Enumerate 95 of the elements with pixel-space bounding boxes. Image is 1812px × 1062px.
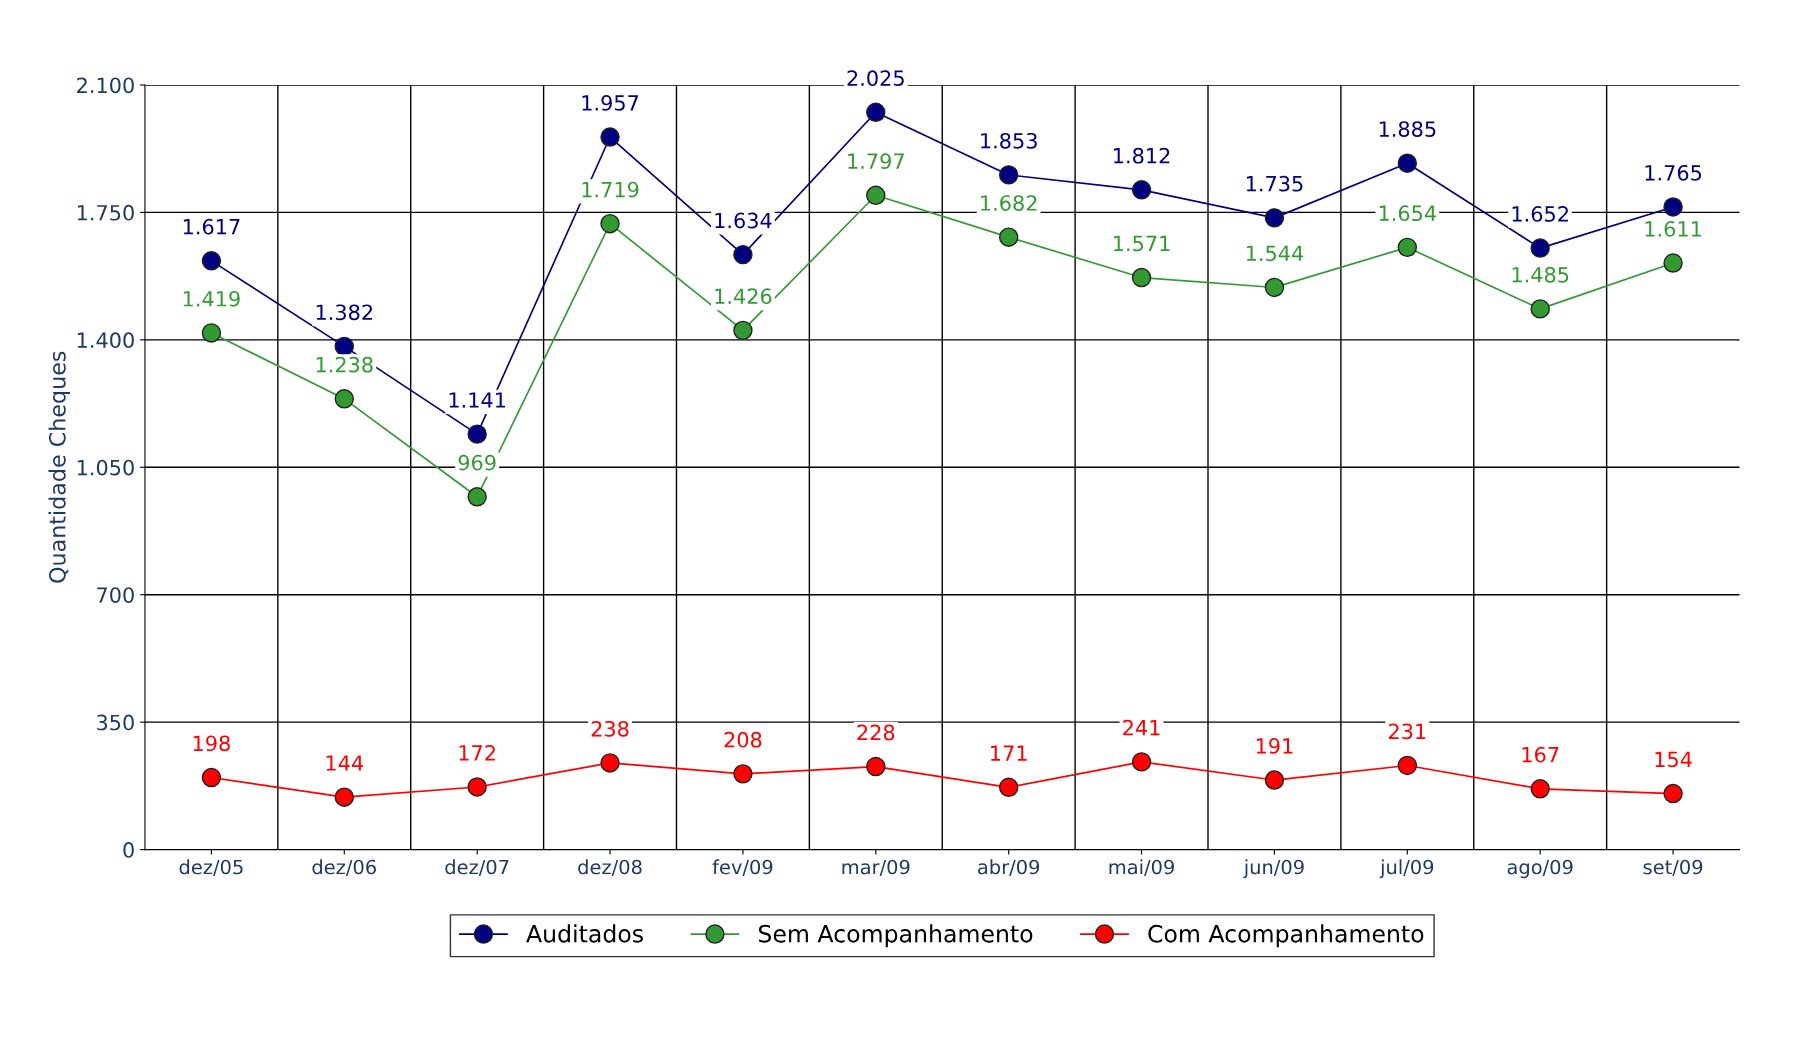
- point: [998, 227, 1019, 247]
- data-label: 231: [1388, 723, 1426, 740]
- point: [467, 777, 487, 797]
- point: [1131, 180, 1152, 200]
- data-label: 1.719: [582, 181, 639, 198]
- point: [334, 787, 355, 807]
- point: [733, 764, 753, 784]
- data-label: 241: [1123, 719, 1160, 736]
- data-label: 1.812: [1114, 147, 1170, 164]
- data-label: 198: [193, 735, 230, 752]
- x-tick-label: dez/06: [312, 859, 376, 876]
- data-label: 1.571: [1114, 235, 1170, 252]
- data-label: 1.652: [1512, 206, 1568, 222]
- data-label: 1.797: [848, 153, 904, 170]
- data-label: 1.634: [715, 212, 772, 229]
- data-label: 191: [1256, 738, 1293, 754]
- x-tick-label: jul/09: [1379, 859, 1434, 879]
- data-label: 154: [1655, 751, 1692, 768]
- point: [733, 244, 753, 265]
- point: [1131, 267, 1152, 288]
- point: [201, 251, 222, 271]
- point: [1264, 770, 1285, 790]
- x-tick-label: dez/05: [179, 859, 243, 876]
- point: [1264, 208, 1285, 228]
- data-label: 1.957: [582, 95, 639, 111]
- y-tick-label: 350: [97, 714, 134, 731]
- data-label: 1.885: [1379, 121, 1436, 137]
- point: [334, 389, 355, 409]
- x-tick-label: jun/09: [1243, 859, 1304, 879]
- data-label: 1.485: [1512, 266, 1569, 283]
- point: [1397, 153, 1418, 173]
- data-label: 208: [724, 731, 762, 748]
- x-tick-label: set/09: [1643, 859, 1703, 876]
- point: [600, 213, 620, 234]
- data-label: 1.735: [1246, 175, 1303, 192]
- data-label: 1.617: [183, 218, 240, 235]
- data-label: 1.765: [1645, 164, 1702, 181]
- point: [866, 102, 886, 122]
- data-label: 167: [1522, 746, 1559, 763]
- data-label: 1.426: [715, 288, 772, 305]
- x-tick-label: mar/09: [842, 859, 910, 876]
- x-tick-label: dez/07: [445, 859, 509, 876]
- point: [1397, 237, 1418, 258]
- data-label: 1.141: [449, 392, 506, 408]
- y-axis-title: Quantidade Cheques: [48, 351, 71, 583]
- point: [201, 323, 222, 343]
- y-tick-label: 1.750: [77, 204, 134, 221]
- x-tick-label: mai/09: [1109, 859, 1174, 876]
- point: [201, 767, 222, 788]
- x-tick-label: fev/09: [712, 859, 773, 876]
- point: [733, 320, 753, 341]
- point: [1530, 779, 1550, 799]
- data-label: 228: [857, 724, 895, 741]
- point: [998, 777, 1019, 798]
- data-label: 1.853: [981, 132, 1037, 149]
- data-label: 172: [459, 744, 495, 761]
- point: [600, 127, 620, 147]
- data-label: 1.682: [981, 195, 1037, 211]
- point: [1663, 783, 1683, 804]
- y-tick-label: 1.400: [77, 332, 134, 349]
- point: [1530, 299, 1550, 319]
- data-label: 969: [458, 454, 496, 471]
- data-label: 1.382: [316, 304, 373, 321]
- y-tick-label: 700: [97, 587, 134, 603]
- x-tick-label: dez/08: [578, 859, 642, 876]
- legend-label: Sem Acompanhamento: [758, 924, 1033, 948]
- point: [1663, 197, 1683, 217]
- point: [1663, 253, 1683, 273]
- data-label: 238: [591, 720, 629, 737]
- point: [467, 424, 487, 444]
- point: [1131, 752, 1152, 772]
- y-tick-label: 2.100: [77, 77, 134, 94]
- point: [1264, 277, 1285, 298]
- data-label: 171: [991, 745, 1027, 761]
- x-tick-label: ago/09: [1507, 859, 1573, 879]
- point: [866, 756, 886, 777]
- y-tick-label: 1.050: [77, 459, 134, 476]
- data-label: 1.654: [1379, 205, 1436, 222]
- point: [866, 185, 886, 206]
- point: [1397, 755, 1418, 776]
- data-label: 1.419: [183, 290, 240, 307]
- legend-label: Auditados: [526, 924, 643, 943]
- y-tick-label: 0: [123, 842, 134, 858]
- x-tick-label: abr/09: [978, 859, 1040, 876]
- point: [600, 753, 620, 773]
- legend-label: Com Acompanhamento: [1148, 924, 1424, 948]
- data-label: 144: [326, 755, 363, 771]
- point: [334, 336, 355, 357]
- data-label: 1.611: [1645, 220, 1701, 237]
- data-label: 1.544: [1246, 245, 1304, 262]
- point: [467, 487, 487, 507]
- point: [1530, 238, 1550, 258]
- point: [998, 165, 1019, 185]
- data-label: 1.238: [316, 356, 373, 373]
- data-label: 2.025: [847, 70, 904, 87]
